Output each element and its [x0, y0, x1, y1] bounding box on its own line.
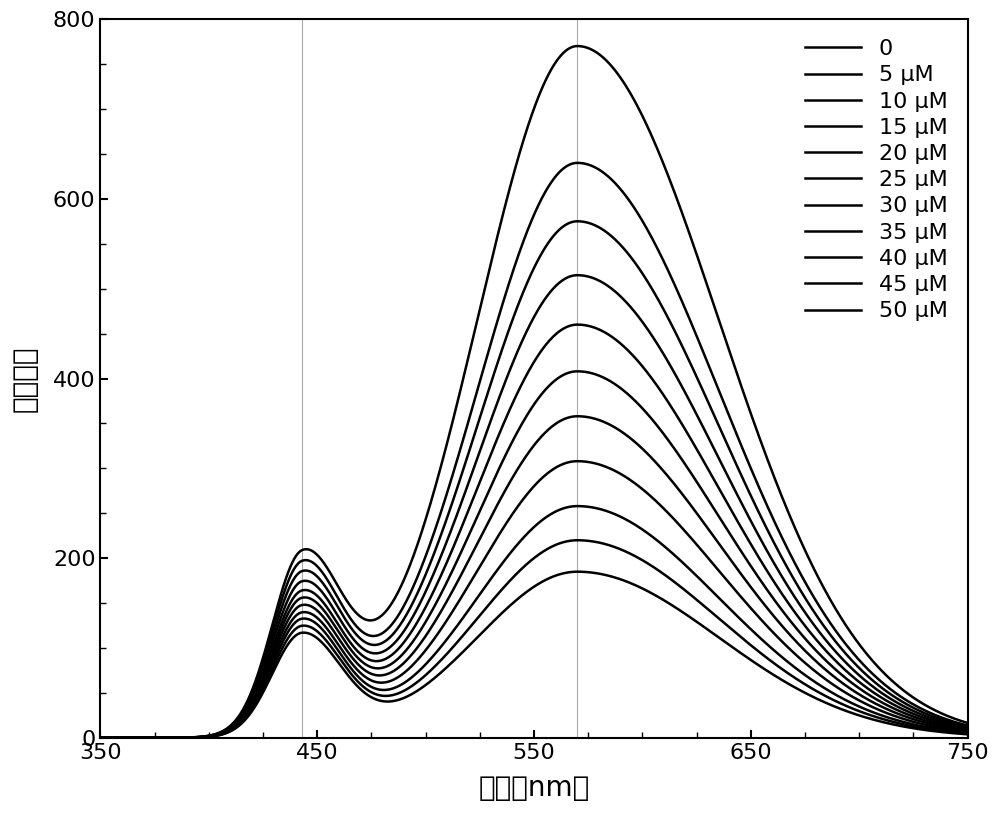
X-axis label: 波长（nm）: 波长（nm）	[478, 774, 590, 802]
Legend: 0, 5 μM, 10 μM, 15 μM, 20 μM, 25 μM, 30 μM, 35 μM, 40 μM, 45 μM, 50 μM: 0, 5 μM, 10 μM, 15 μM, 20 μM, 25 μM, 30 …	[796, 30, 956, 330]
Y-axis label: 荧光强度: 荧光强度	[11, 346, 39, 411]
